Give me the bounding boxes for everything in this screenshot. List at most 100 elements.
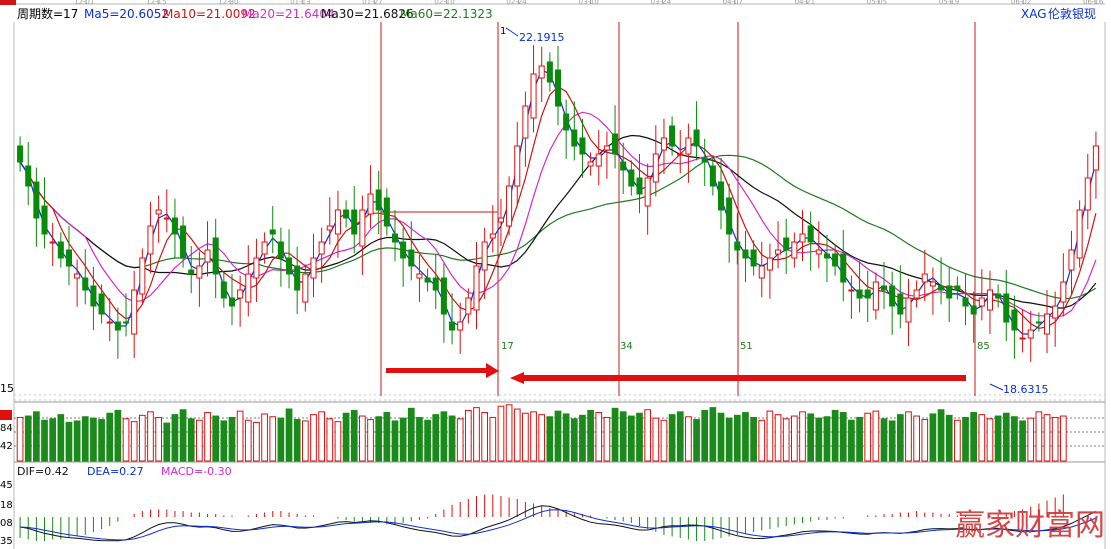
volume-bar bbox=[98, 419, 105, 462]
volume-bar bbox=[399, 417, 407, 462]
volume-bar bbox=[693, 419, 700, 462]
volume-bar bbox=[807, 413, 815, 462]
candle-body bbox=[872, 281, 879, 311]
ma-legend-item: Ma20=21.6404 bbox=[242, 7, 335, 21]
volume-bar bbox=[685, 416, 692, 462]
volume-bar bbox=[546, 416, 554, 462]
candle-body bbox=[734, 241, 741, 251]
candle-body bbox=[506, 185, 513, 227]
candle-body bbox=[351, 209, 358, 235]
volume-bar bbox=[481, 412, 488, 462]
candle-body bbox=[432, 277, 439, 291]
marker-number: 1 bbox=[500, 26, 506, 37]
volume-bar bbox=[945, 414, 953, 462]
candle-body bbox=[326, 225, 333, 231]
volume-bar bbox=[587, 409, 594, 462]
volume-bar bbox=[310, 414, 317, 462]
volume-bar bbox=[880, 418, 888, 462]
volume-bar bbox=[106, 412, 114, 462]
volume-axis: 84 42 bbox=[0, 423, 13, 452]
volume-bar bbox=[766, 410, 774, 462]
volume-bar bbox=[1011, 416, 1018, 462]
volume-bar bbox=[367, 419, 374, 462]
candle-body bbox=[65, 249, 73, 267]
candle-body bbox=[938, 285, 945, 291]
candle-body bbox=[815, 249, 822, 255]
candle-body bbox=[514, 145, 521, 187]
candle-body bbox=[334, 209, 341, 235]
candle-body bbox=[970, 305, 977, 315]
date-tick: 12-30 bbox=[218, 0, 238, 6]
volume-bar bbox=[603, 416, 611, 462]
candle-body bbox=[1052, 305, 1059, 319]
volume-bar bbox=[122, 418, 130, 462]
date-tick: 03-10 bbox=[579, 0, 599, 6]
volume-bar bbox=[236, 410, 244, 462]
volume-bar bbox=[652, 417, 660, 462]
volume-bar bbox=[187, 418, 195, 462]
volume-bar bbox=[937, 409, 945, 462]
volume-bar bbox=[456, 418, 464, 462]
high-label: 22.1915 bbox=[519, 31, 565, 44]
ma-legend-item: Ma5=20.6052 bbox=[84, 7, 169, 21]
candle-body bbox=[913, 289, 920, 299]
volume-bar bbox=[301, 420, 309, 462]
candle-body bbox=[848, 289, 855, 292]
volume-bar bbox=[1059, 415, 1067, 462]
volume-bar bbox=[424, 419, 431, 462]
volume-bar bbox=[1002, 412, 1010, 462]
candle-body bbox=[554, 69, 562, 107]
candle-body bbox=[481, 241, 488, 271]
volume-bar bbox=[16, 416, 24, 462]
volume-bar bbox=[701, 409, 709, 462]
volume-bar bbox=[432, 414, 440, 462]
dea-line bbox=[20, 509, 1097, 541]
candle-body bbox=[595, 153, 602, 167]
candle-body bbox=[465, 297, 472, 315]
volume-bar bbox=[285, 408, 293, 462]
candle-body bbox=[302, 273, 309, 303]
candle-body bbox=[717, 181, 725, 211]
candle-body bbox=[277, 241, 284, 259]
candle-body bbox=[522, 105, 529, 139]
candle-body bbox=[180, 225, 187, 259]
volume-bar bbox=[742, 412, 749, 462]
candle-body bbox=[147, 225, 154, 255]
candle-body bbox=[424, 277, 431, 283]
volume-bar bbox=[228, 416, 236, 462]
candle-body bbox=[310, 257, 317, 279]
volume-bar bbox=[660, 419, 668, 462]
dif-line bbox=[20, 505, 1097, 542]
volume-bar bbox=[416, 416, 423, 462]
ma-legend-item: Ma60=22.1323 bbox=[400, 7, 493, 21]
volume-bar bbox=[815, 417, 823, 462]
candle-body bbox=[864, 289, 871, 299]
volume-bar bbox=[1043, 414, 1051, 462]
volume-bar bbox=[978, 414, 986, 462]
candle-body bbox=[457, 321, 464, 331]
candle-body bbox=[995, 293, 1002, 299]
candle-body bbox=[946, 285, 953, 299]
candle-body bbox=[49, 241, 56, 244]
volume-bar bbox=[513, 408, 521, 462]
candle-body bbox=[220, 281, 227, 299]
cycle-label: 85 bbox=[977, 341, 990, 352]
volume-bar bbox=[212, 415, 220, 462]
volume-bar bbox=[986, 418, 994, 462]
candle-body bbox=[636, 177, 643, 195]
volume-bar bbox=[440, 411, 448, 462]
candle-body bbox=[620, 161, 627, 171]
volume-bar bbox=[595, 412, 603, 462]
candle-body bbox=[807, 225, 814, 243]
candle-body bbox=[74, 273, 81, 279]
macd-histogram bbox=[19, 494, 1064, 541]
candle-body bbox=[538, 65, 545, 79]
date-tick: 02-24 bbox=[506, 0, 527, 6]
volume-bar bbox=[163, 422, 171, 462]
volume-bar bbox=[359, 415, 366, 462]
ma-legend-item: Ma10=21.0092 bbox=[163, 7, 256, 21]
volume-bar bbox=[1027, 417, 1035, 462]
candle-body bbox=[758, 265, 765, 279]
volume-bars bbox=[16, 404, 1067, 462]
candle-body bbox=[106, 321, 113, 324]
